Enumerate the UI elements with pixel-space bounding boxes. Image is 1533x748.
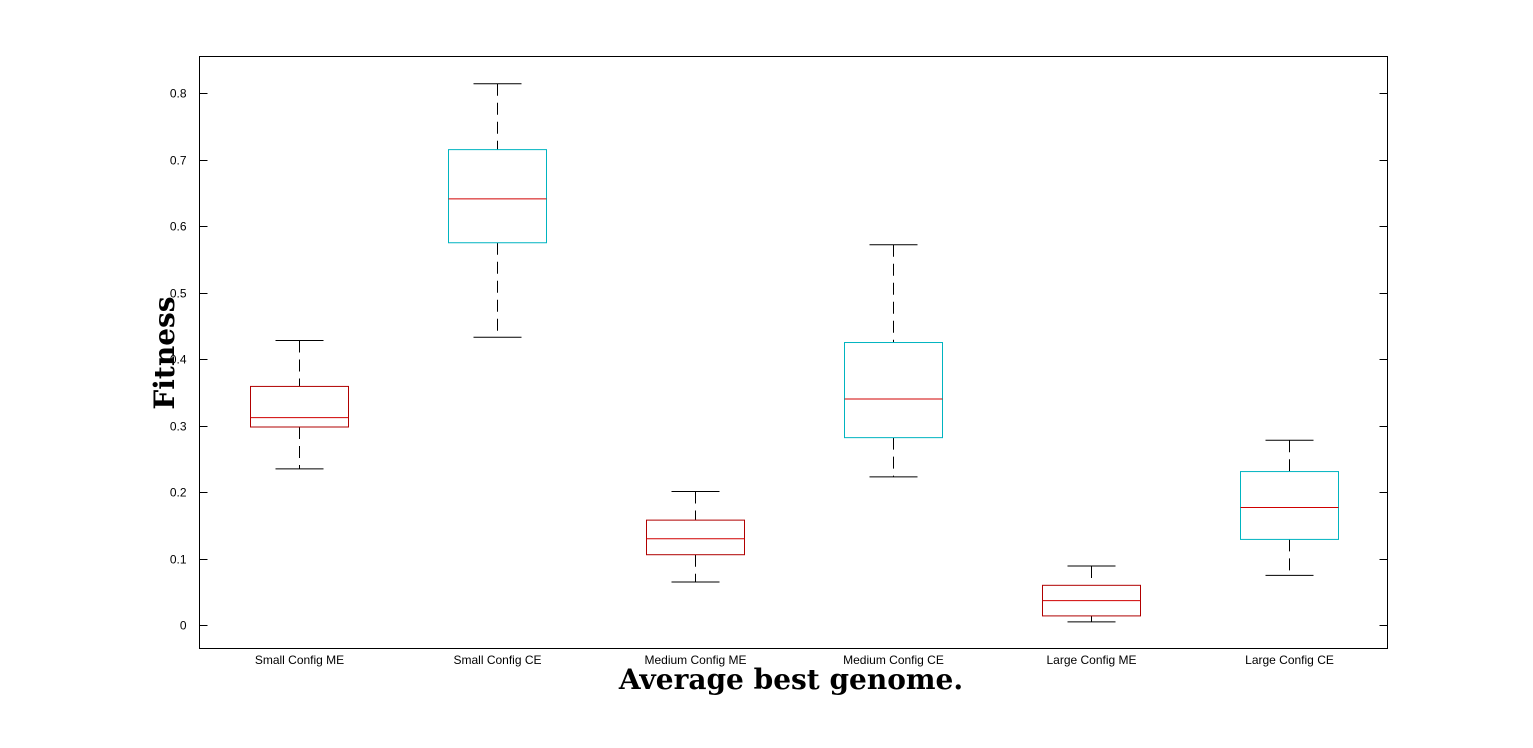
- box-rect: [844, 342, 943, 439]
- x-tick-label: Large Config ME: [1046, 653, 1136, 667]
- y-tick-label: 0.4: [170, 353, 187, 367]
- box-3: [646, 491, 745, 583]
- y-tick-label: 0: [180, 619, 187, 633]
- box-1: [250, 340, 349, 470]
- box-rect: [250, 385, 349, 428]
- x-axis-tick-labels: Small Config ME Small Config CE Medium Con…: [255, 653, 1334, 667]
- y-tick-label: 0.1: [170, 553, 187, 567]
- x-tick-label: Small Config ME: [255, 653, 344, 667]
- y-tick-label: 0.6: [170, 220, 187, 234]
- box-5: [1042, 565, 1141, 623]
- box-rect: [646, 519, 745, 556]
- x-tick-label: Medium Config ME: [644, 653, 746, 667]
- x-tick-label: Medium Config CE: [843, 653, 944, 667]
- box-rect: [448, 149, 547, 244]
- box-6: [1240, 439, 1339, 576]
- box-4: [844, 244, 943, 478]
- y-axis-ticks: 0 0.1 0.2 0.3 0.4 0.5 0.6 0.7 0.8: [170, 87, 1388, 633]
- plot-area: [199, 56, 1388, 649]
- y-tick-label: 0.7: [170, 154, 187, 168]
- y-tick-label: 0.2: [170, 486, 187, 500]
- y-axis-title: Fitness: [148, 296, 181, 409]
- box-2: [448, 83, 547, 338]
- boxes-group: [250, 83, 1339, 623]
- x-tick-label: Large Config CE: [1245, 653, 1334, 667]
- y-tick-label: 0.8: [170, 87, 187, 101]
- x-axis-title: Average best genome.: [618, 663, 963, 696]
- y-tick-label: 0.5: [170, 287, 187, 301]
- box-rect: [1240, 471, 1339, 540]
- x-tick-label: Small Config CE: [453, 653, 541, 667]
- y-tick-label: 0.3: [170, 420, 187, 434]
